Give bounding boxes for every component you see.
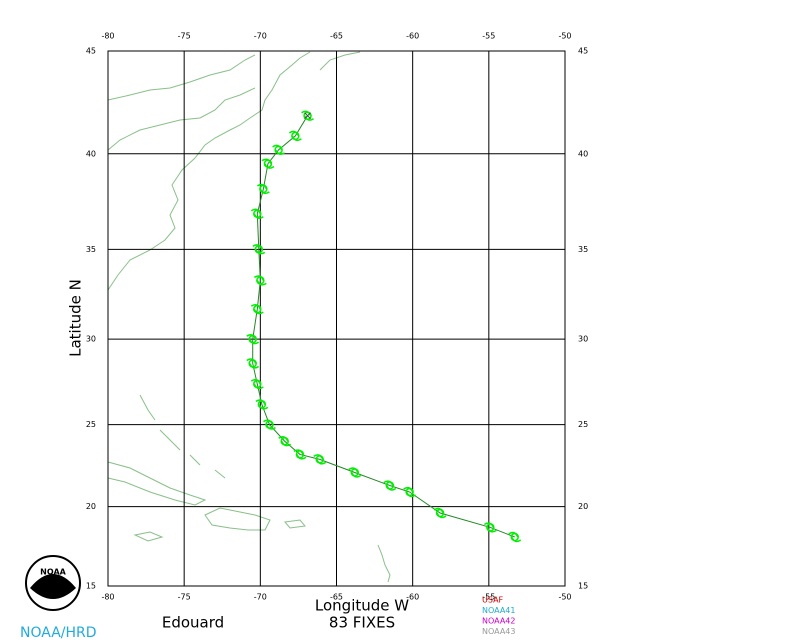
legend-entry: NOAA41 (482, 606, 516, 615)
puerto-rico (284, 519, 306, 529)
fix-symbol (252, 244, 266, 255)
logo-bird (30, 574, 76, 599)
y-tick-label: 25 (578, 420, 588, 429)
fix-arms (313, 454, 327, 465)
fix-arms (383, 480, 397, 491)
y-tick-label: 15 (86, 582, 96, 591)
y-tick-label: 40 (578, 149, 588, 158)
y-tick-label: 35 (578, 245, 588, 254)
fix-symbol (293, 449, 307, 460)
fix-arms (483, 522, 497, 533)
bahamas (139, 394, 226, 479)
track-line (252, 115, 515, 538)
y-tick-label: 35 (86, 245, 96, 254)
y-tick-label: 15 (578, 582, 588, 591)
x-tick-label: -60 (406, 32, 419, 41)
fix-symbol (253, 275, 267, 286)
fix-arms (255, 399, 269, 410)
x-tick-label: -50 (558, 32, 571, 41)
x-tick-label: -55 (482, 593, 495, 602)
fix-arms (433, 507, 447, 519)
fix-arms (250, 208, 264, 219)
fix-arms (288, 130, 302, 142)
legend-entry: NOAA43 (482, 627, 516, 636)
x-tick-label: -75 (178, 32, 191, 41)
fix-symbol (301, 110, 314, 121)
fix-symbol (250, 378, 264, 390)
x-tick-label: -65 (330, 593, 343, 602)
y-tick-label: 25 (86, 420, 96, 429)
fix-symbol (246, 333, 260, 345)
coastlines (107, 51, 391, 583)
fix-arms (278, 436, 292, 447)
x-tick-label: -75 (178, 593, 191, 602)
x-axis-label: Longitude W (315, 597, 409, 615)
fix-arms (256, 183, 270, 195)
fix-symbol (255, 399, 269, 410)
antilles (377, 544, 391, 583)
jamaica (133, 531, 164, 542)
fix-arms (246, 358, 260, 369)
fix-arms (301, 110, 314, 121)
x-tick-label: -80 (101, 32, 114, 41)
fix-arms (272, 144, 286, 156)
fix-arms (348, 467, 362, 478)
fix-arms (263, 419, 276, 430)
fix-arms (250, 303, 264, 315)
fix-symbol (261, 158, 275, 169)
fix-arms (250, 378, 264, 390)
fix-symbol (348, 467, 362, 478)
y-tick-label: 45 (578, 47, 588, 56)
fix-arms (403, 486, 417, 498)
x-tick-label: -60 (406, 593, 419, 602)
fix-symbol (433, 507, 447, 519)
x-tick-label: -55 (482, 32, 495, 41)
logo-text: NOAA (40, 568, 66, 577)
y-axis-label: Latitude N (67, 279, 85, 357)
cuba (107, 461, 207, 506)
fix-symbol (256, 183, 270, 195)
fix-symbol (250, 208, 264, 219)
fix-symbol (272, 144, 286, 156)
fix-symbol (508, 531, 522, 543)
storm-name: Edouard (162, 614, 224, 632)
y-tick-label: 20 (86, 502, 96, 511)
fix-symbol (246, 358, 260, 369)
x-tick-label: -50 (558, 593, 571, 602)
fix-arms (246, 333, 260, 345)
fix-arms (252, 244, 266, 255)
x-tick-label: -70 (254, 593, 267, 602)
fix-arms (293, 449, 307, 460)
fix-symbol (250, 303, 264, 315)
hispaniola (204, 507, 271, 531)
fix-symbol (403, 486, 417, 498)
logo-caption: NOAA/HRD (20, 625, 97, 640)
logo: NOAA (25, 555, 81, 611)
us-coast (107, 51, 361, 291)
x-tick-label: -65 (330, 32, 343, 41)
y-tick-label: 30 (86, 335, 96, 344)
y-tick-label: 45 (86, 47, 96, 56)
x-tick-label: -70 (254, 32, 267, 41)
fix-arms (261, 158, 275, 169)
fix-symbol (278, 436, 292, 447)
fix-arms (253, 275, 267, 286)
fixes-count: 83 FIXES (329, 614, 395, 632)
y-tick-label: 40 (86, 149, 96, 158)
legend-entry: NOAA42 (482, 617, 516, 626)
y-tick-label: 20 (578, 502, 588, 511)
track-end (304, 112, 311, 120)
x-tick-label: -80 (101, 593, 114, 602)
fix-arms (508, 531, 522, 543)
legend-entry: USAF (482, 596, 504, 605)
fix-symbol (263, 419, 276, 430)
fix-symbol (383, 480, 397, 491)
y-tick-label: 30 (578, 335, 588, 344)
fix-symbol (288, 130, 302, 142)
fix-symbol (483, 522, 497, 533)
fix-symbol (313, 454, 327, 465)
